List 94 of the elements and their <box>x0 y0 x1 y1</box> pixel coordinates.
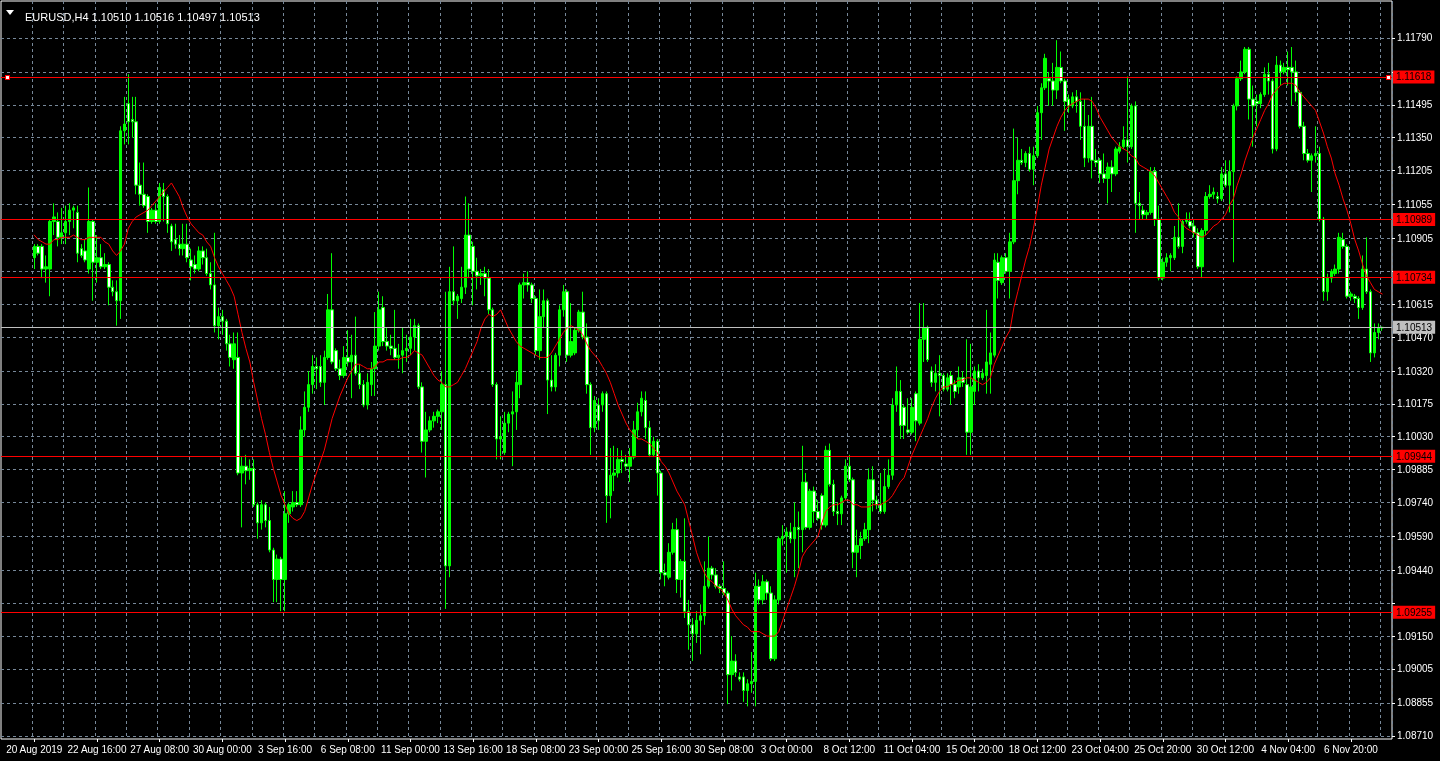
x-tick-label: 3 Sep 16:00 <box>258 743 313 755</box>
candlestick <box>879 472 882 515</box>
candlestick <box>315 356 318 390</box>
x-tick-label: 3 Oct 00:00 <box>760 743 813 755</box>
candlestick <box>1075 89 1078 114</box>
x-tick-label: 11 Sep 00:00 <box>381 743 441 755</box>
y-tick-label: 1.11495 <box>1397 99 1433 111</box>
candlestick <box>785 526 788 574</box>
candlestick <box>675 517 679 594</box>
x-tick-label: 30 Oct 12:00 <box>1196 743 1255 755</box>
ref-line-label: 1.10734 <box>1396 271 1433 283</box>
candlestick <box>969 343 973 456</box>
candlestick <box>793 501 796 578</box>
ref-line-label: 1.11618 <box>1396 71 1432 83</box>
candlestick <box>60 207 63 245</box>
candlestick <box>197 245 201 272</box>
ref-line-label: 1.09944 <box>1396 450 1433 462</box>
y-tick-label: 1.11055 <box>1397 198 1433 210</box>
candlestick <box>965 338 969 456</box>
candlestick <box>1275 55 1278 152</box>
candlestick <box>381 295 385 347</box>
y-tick-label: 1.09150 <box>1397 630 1434 642</box>
candlestick <box>1090 96 1094 179</box>
candlestick <box>1134 100 1137 234</box>
candlestick <box>906 397 910 435</box>
text: EURUSD,H4 1.10510 1.10516 1.10497 1.10513 <box>25 10 260 23</box>
candlestick <box>33 243 36 270</box>
y-tick-label: 1.11790 <box>1397 32 1433 44</box>
y-tick-label: 1.08855 <box>1397 697 1434 709</box>
y-tick-label: 1.10030 <box>1397 431 1434 443</box>
candlestick <box>824 445 828 528</box>
candlestick <box>401 327 404 374</box>
y-tick-label: 1.10470 <box>1397 331 1434 343</box>
candlestick <box>158 182 161 225</box>
ref-line-label: 1.10513 <box>1396 321 1433 333</box>
x-tick-label: 6 Nov 20:00 <box>1323 743 1379 755</box>
y-tick-label: 1.09005 <box>1397 663 1434 675</box>
x-tick-label: 30 Sep 08:00 <box>694 743 755 755</box>
y-tick-label: 1.10175 <box>1397 398 1434 410</box>
candlestick <box>761 574 765 605</box>
candlestick <box>1337 232 1341 275</box>
x-tick-label: 6 Sep 08:00 <box>320 743 376 755</box>
y-tick-label: 1.08710 <box>1397 730 1434 742</box>
x-tick-label: 18 Sep 08:00 <box>506 743 567 755</box>
candlestick <box>949 370 953 406</box>
x-tick-label: 13 Sep 16:00 <box>443 743 504 755</box>
candlestick <box>1126 75 1129 164</box>
y-tick-label: 1.11205 <box>1397 164 1433 176</box>
x-tick-label: 23 Sep 00:00 <box>568 743 629 755</box>
x-tick-label: 27 Aug 08:00 <box>130 743 190 755</box>
ref-line-label: 1.09255 <box>1396 606 1433 618</box>
candlestick <box>1290 46 1294 107</box>
candlestick <box>985 309 988 395</box>
ref-line-label: 1.10989 <box>1396 213 1433 225</box>
x-tick-label: 25 Oct 20:00 <box>1134 743 1192 755</box>
y-tick-label: 1.10615 <box>1397 298 1434 310</box>
candlestick <box>283 490 287 612</box>
candlestick <box>64 205 67 245</box>
candlestick <box>1212 186 1215 200</box>
candlestick <box>503 411 506 456</box>
candlestick <box>76 205 79 263</box>
x-tick-label: 25 Sep 16:00 <box>631 743 692 755</box>
candlestick <box>605 390 608 524</box>
candlestick <box>742 671 745 703</box>
y-tick-label: 1.09885 <box>1397 464 1434 476</box>
x-tick-label: 23 Oct 04:00 <box>1071 743 1130 755</box>
y-tick-label: 1.09440 <box>1397 564 1434 576</box>
y-tick-label: 1.10320 <box>1397 365 1434 377</box>
x-tick-label: 15 Oct 20:00 <box>946 743 1004 755</box>
candlestick <box>930 365 933 388</box>
y-tick-label: 1.09590 <box>1397 530 1434 542</box>
x-tick-label: 8 Oct 12:00 <box>823 743 876 755</box>
y-tick-label: 1.10905 <box>1397 232 1434 244</box>
candlestick <box>565 288 569 363</box>
candlestick <box>867 467 871 544</box>
x-tick-label: 30 Aug 00:00 <box>192 743 253 755</box>
candlestick <box>170 223 173 252</box>
y-tick-label: 1.09740 <box>1397 496 1434 508</box>
x-tick-label: 11 Oct 04:00 <box>883 743 941 755</box>
x-tick-label: 20 Aug 2019 <box>6 743 63 755</box>
x-tick-label: 22 Aug 16:00 <box>67 743 127 755</box>
candlestick <box>1322 216 1325 302</box>
candlestick <box>538 288 542 361</box>
candlestick <box>432 411 436 429</box>
x-tick-label: 18 Oct 12:00 <box>1008 743 1067 755</box>
y-tick-label: 1.11350 <box>1397 132 1433 144</box>
candlestick <box>40 243 44 279</box>
x-tick-label: 4 Nov 04:00 <box>1261 743 1316 755</box>
candlestick <box>1024 150 1027 168</box>
candlestick <box>754 572 757 707</box>
candlestick <box>620 449 624 474</box>
candlestick <box>714 567 718 590</box>
candlestick <box>127 73 130 145</box>
candlestick <box>938 354 941 417</box>
